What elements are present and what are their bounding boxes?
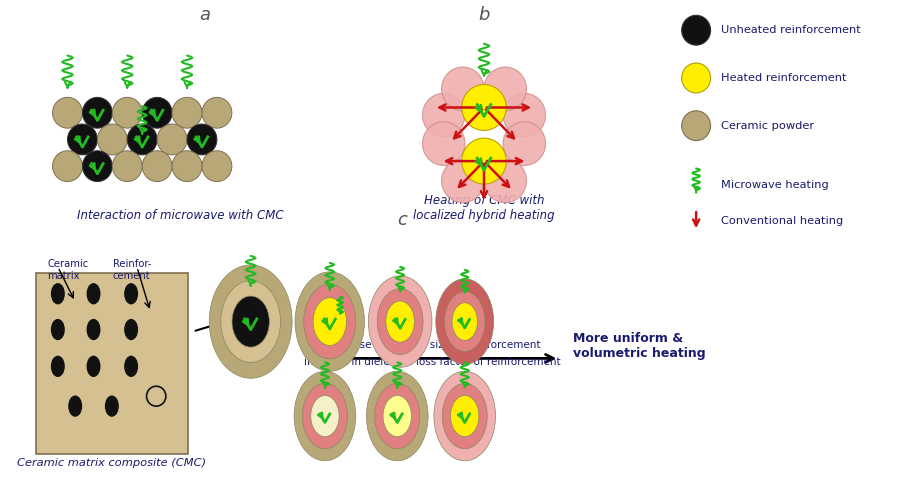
Text: c: c <box>397 211 407 229</box>
Ellipse shape <box>125 356 138 376</box>
Ellipse shape <box>442 383 487 449</box>
Ellipse shape <box>87 356 100 376</box>
Ellipse shape <box>87 284 100 304</box>
Text: More uniform &
volumetric heating: More uniform & volumetric heating <box>572 332 706 360</box>
Text: Microwave heating: Microwave heating <box>721 180 829 190</box>
Text: a: a <box>199 6 210 24</box>
Ellipse shape <box>295 272 364 371</box>
Ellipse shape <box>434 371 496 461</box>
Circle shape <box>112 151 142 181</box>
Text: Unheated reinforcement: Unheated reinforcement <box>721 25 861 35</box>
Circle shape <box>142 151 172 181</box>
Ellipse shape <box>105 396 118 416</box>
Circle shape <box>97 124 127 155</box>
Circle shape <box>83 151 112 181</box>
Text: decrease in powder size of reinforcement: decrease in powder size of reinforcement <box>324 340 541 350</box>
Circle shape <box>503 93 545 137</box>
Circle shape <box>442 67 484 111</box>
Ellipse shape <box>220 281 281 362</box>
Ellipse shape <box>386 301 414 342</box>
Text: Heating of CMC with
localized hybrid heating: Heating of CMC with localized hybrid hea… <box>413 194 554 222</box>
Circle shape <box>68 124 97 155</box>
Ellipse shape <box>377 289 423 354</box>
Ellipse shape <box>310 396 339 437</box>
Ellipse shape <box>87 320 100 339</box>
Circle shape <box>83 97 112 128</box>
Ellipse shape <box>125 320 138 339</box>
Ellipse shape <box>366 371 428 461</box>
Circle shape <box>484 67 526 111</box>
Text: Reinfor-
cement: Reinfor- cement <box>112 259 151 280</box>
Circle shape <box>503 122 545 166</box>
Ellipse shape <box>445 292 485 351</box>
Circle shape <box>202 97 232 128</box>
Circle shape <box>484 159 526 203</box>
Circle shape <box>52 151 83 181</box>
Text: Heated reinforcement: Heated reinforcement <box>721 73 847 83</box>
Circle shape <box>172 97 202 128</box>
Ellipse shape <box>51 356 64 376</box>
Circle shape <box>158 124 187 155</box>
Ellipse shape <box>436 279 494 364</box>
Circle shape <box>681 15 711 45</box>
Ellipse shape <box>209 265 292 378</box>
Ellipse shape <box>294 371 356 461</box>
Circle shape <box>462 84 507 131</box>
Circle shape <box>442 159 484 203</box>
Ellipse shape <box>368 276 432 367</box>
Ellipse shape <box>302 383 347 449</box>
Ellipse shape <box>303 284 356 359</box>
Text: Interaction of microwave with CMC: Interaction of microwave with CMC <box>77 209 284 222</box>
Text: Conventional heating: Conventional heating <box>721 216 843 226</box>
Circle shape <box>681 63 711 93</box>
FancyBboxPatch shape <box>36 273 188 454</box>
Circle shape <box>172 151 202 181</box>
Text: Ceramic matrix composite (CMC): Ceramic matrix composite (CMC) <box>17 458 206 468</box>
Text: Ceramic powder: Ceramic powder <box>721 121 815 131</box>
Ellipse shape <box>383 396 411 437</box>
Ellipse shape <box>313 298 346 345</box>
Ellipse shape <box>51 284 64 304</box>
Circle shape <box>462 138 507 184</box>
Circle shape <box>52 97 83 128</box>
Circle shape <box>681 111 711 141</box>
Circle shape <box>127 124 158 155</box>
Text: Ceramic
matrix: Ceramic matrix <box>47 259 88 280</box>
Circle shape <box>142 97 172 128</box>
Text: b: b <box>478 6 490 24</box>
Ellipse shape <box>452 303 478 340</box>
Circle shape <box>202 151 232 181</box>
Ellipse shape <box>374 383 419 449</box>
Text: increase in dielectric loss factor of reinforcement: increase in dielectric loss factor of re… <box>304 357 561 367</box>
Ellipse shape <box>451 396 479 437</box>
Ellipse shape <box>69 396 82 416</box>
Ellipse shape <box>125 284 138 304</box>
Circle shape <box>422 93 465 137</box>
Ellipse shape <box>51 320 64 339</box>
Circle shape <box>187 124 217 155</box>
Ellipse shape <box>232 296 269 347</box>
Circle shape <box>112 97 142 128</box>
Circle shape <box>422 122 465 166</box>
